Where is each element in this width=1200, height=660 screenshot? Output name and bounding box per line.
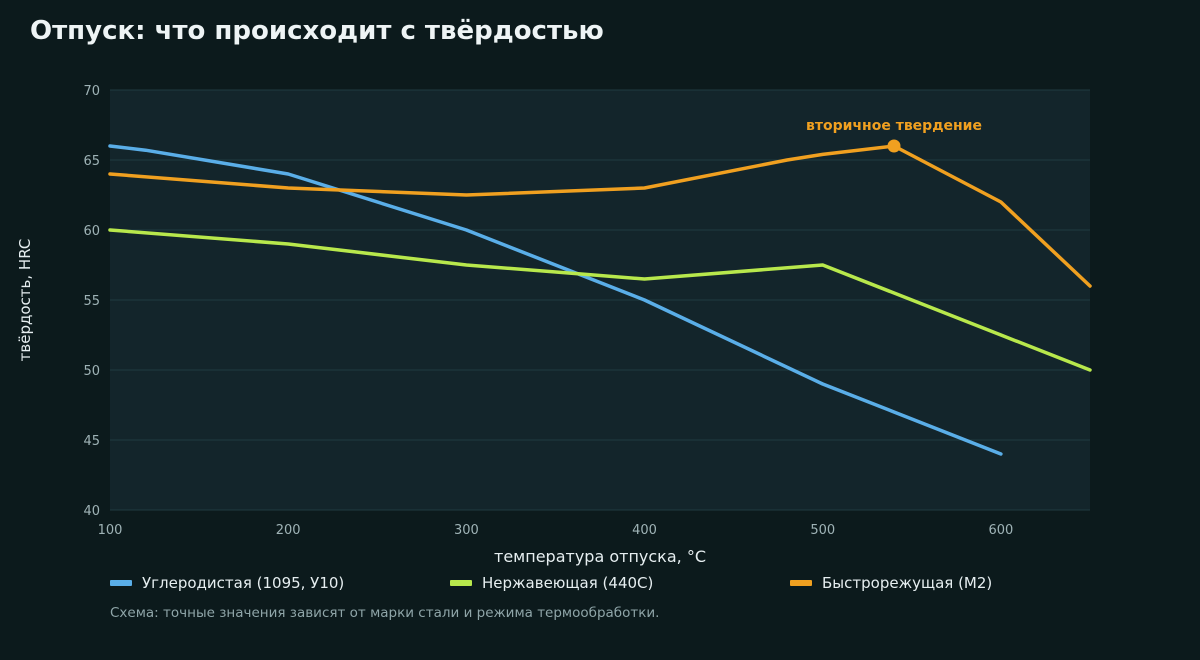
legend-item-stainless: Нержавеющая (440C) xyxy=(450,574,653,592)
x-tick-label: 600 xyxy=(988,523,1013,538)
annotation-label: вторичное твердение xyxy=(806,118,982,134)
legend-swatch-stainless xyxy=(450,580,472,586)
y-tick-label: 40 xyxy=(83,504,100,519)
x-axis-label: температура отпуска, °C xyxy=(494,547,706,566)
legend-item-highspeed: Быстрорежущая (M2) xyxy=(790,574,992,592)
x-tick-label: 500 xyxy=(810,523,835,538)
y-tick-labels: 40 45 50 55 60 65 70 xyxy=(83,84,100,519)
footnote: Схема: точные значения зависят от марки … xyxy=(110,605,660,621)
y-tick-label: 50 xyxy=(83,364,100,379)
y-tick-label: 45 xyxy=(83,434,100,449)
x-tick-label: 200 xyxy=(276,523,301,538)
x-tick-labels: 100 200 300 400 500 600 xyxy=(98,523,1014,538)
y-tick-label: 70 xyxy=(83,84,100,99)
y-tick-label: 65 xyxy=(83,154,100,169)
legend-label-highspeed: Быстрорежущая (M2) xyxy=(822,574,993,592)
legend-swatch-highspeed xyxy=(790,580,812,586)
legend: Углеродистая (1095, У10) Нержавеющая (44… xyxy=(110,574,1090,594)
y-tick-label: 55 xyxy=(83,294,100,309)
annotations: вторичное твердение xyxy=(806,118,982,153)
legend-swatch-carbon xyxy=(110,580,132,586)
series-lines xyxy=(108,144,1092,456)
series-line-1 xyxy=(108,228,1092,372)
y-axis-label: твёрдость, HRC xyxy=(16,239,34,362)
annotation-marker xyxy=(887,139,901,153)
grid xyxy=(110,89,1090,511)
y-tick-label: 60 xyxy=(83,224,100,239)
legend-item-carbon: Углеродистая (1095, У10) xyxy=(110,574,344,592)
series-line-2 xyxy=(108,144,1092,288)
x-tick-label: 400 xyxy=(632,523,657,538)
legend-label-stainless: Нержавеющая (440C) xyxy=(482,574,654,592)
x-tick-label: 300 xyxy=(454,523,479,538)
x-tick-label: 100 xyxy=(98,523,123,538)
legend-label-carbon: Углеродистая (1095, У10) xyxy=(142,574,345,592)
chart-title: Отпуск: что происходит с твёрдостью xyxy=(30,16,604,46)
